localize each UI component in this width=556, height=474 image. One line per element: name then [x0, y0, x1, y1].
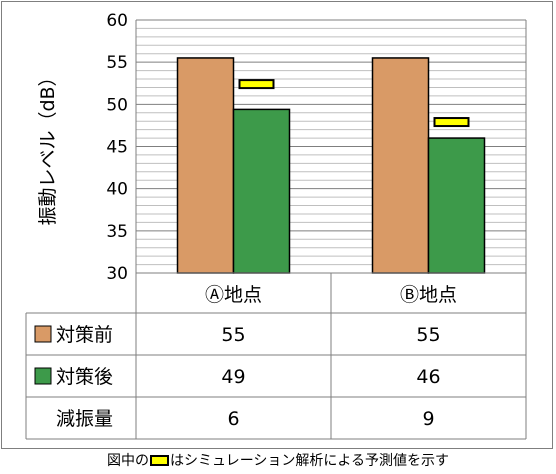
footnote-after: はシミュレーション解析による予測値を示す	[169, 453, 450, 469]
data-label: 46	[416, 366, 440, 388]
bar-before	[371, 57, 430, 274]
y-tick-label: 40	[106, 180, 128, 200]
footnote-before: 図中の	[106, 453, 149, 469]
x-tick-label: Ⓐ地点	[205, 284, 262, 306]
x-tick-label: Ⓑ地点	[400, 284, 457, 306]
predicted-marker	[238, 79, 275, 90]
chart-frame: 30 35 40 45 50 55 60 振動レベル（dB） Ⓐ地点 Ⓑ地点対策前 55 55 対策後 4…	[1, 1, 553, 449]
legend-entry: 対策後	[56, 366, 113, 388]
y-axis-title: 振動レベル（dB）	[37, 67, 59, 225]
data-label: 6	[227, 408, 239, 430]
data-label: 55	[416, 324, 440, 346]
bar-after	[232, 108, 291, 274]
legend-swatch	[34, 325, 52, 343]
legend-entry: 減振量	[56, 408, 113, 430]
footnote: 図中の はシミュレーション解析による予測値を示す	[0, 450, 556, 474]
y-tick-label: 45	[106, 138, 128, 158]
prediction-marker-icon	[149, 454, 169, 466]
data-label: 49	[221, 366, 245, 388]
predicted-marker	[433, 117, 470, 128]
bar-after	[427, 137, 486, 274]
y-tick-label: 60	[106, 11, 128, 31]
y-tick-label: 35	[106, 222, 128, 242]
y-tick-label: 50	[106, 95, 128, 115]
data-label: 55	[221, 324, 245, 346]
y-tick-label: 55	[106, 53, 128, 73]
bar-before	[176, 57, 235, 274]
data-label: 9	[422, 408, 434, 430]
legend-entry: 対策前	[56, 324, 113, 346]
legend-swatch	[34, 367, 52, 385]
y-tick-label: 30	[106, 264, 128, 284]
